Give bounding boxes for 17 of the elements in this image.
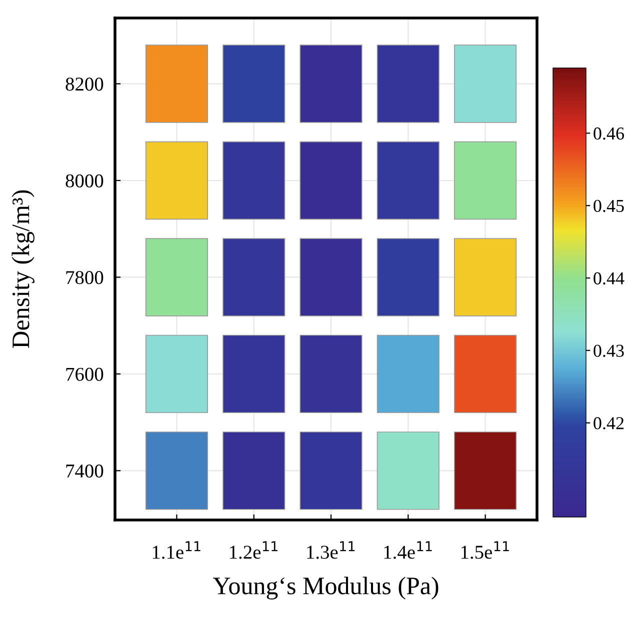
x-tick-label: 1.5e$^{11}$	[461, 541, 509, 559]
y-tick-label: 7600	[66, 368, 104, 381]
color-bar-label: 0.42	[594, 417, 624, 430]
y-axis-title: Density (kg/m³)	[12, 190, 34, 348]
color-bar-label: 0.43	[594, 344, 624, 357]
color-bar-label: 0.45	[594, 200, 624, 212]
color-bar-label: 0.46	[594, 127, 624, 140]
y-tick-label: 7400	[66, 464, 104, 478]
x-tick-label: 1.4e$^{11}$	[384, 541, 432, 559]
y-tick-label: 8000	[66, 174, 104, 188]
y-tick-label: 8200	[66, 78, 104, 91]
x-axis-title: Young‘s Modulus (Pa)	[212, 576, 438, 600]
y-tick-label: 7800	[66, 271, 104, 284]
x-tick-label: 1.1e$^{11}$	[152, 541, 200, 559]
x-tick-label: 1.2e$^{11}$	[230, 541, 278, 559]
x-tick-label: 1.3e$^{11}$	[307, 541, 355, 559]
color-bar-label: 0.44	[594, 272, 624, 285]
